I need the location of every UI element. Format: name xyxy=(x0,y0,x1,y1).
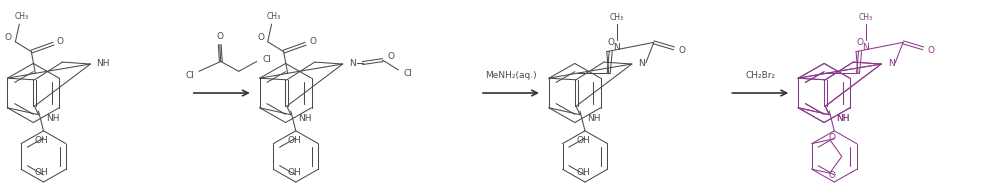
Text: OH: OH xyxy=(287,168,301,177)
Text: CH₂Br₂: CH₂Br₂ xyxy=(745,71,775,80)
Text: O: O xyxy=(828,133,835,142)
Text: O: O xyxy=(387,52,394,61)
Text: N: N xyxy=(863,43,869,52)
Text: OH: OH xyxy=(576,168,590,177)
Text: NH: NH xyxy=(298,114,312,123)
Text: NH: NH xyxy=(46,114,59,123)
Text: Cl: Cl xyxy=(262,55,271,64)
Text: N: N xyxy=(613,43,620,52)
Text: O: O xyxy=(828,171,835,180)
Text: CH₃: CH₃ xyxy=(267,12,281,21)
Text: O: O xyxy=(678,46,685,55)
Text: N: N xyxy=(349,59,356,68)
Text: NH: NH xyxy=(97,59,110,68)
Text: O: O xyxy=(257,33,264,42)
Text: CH₃: CH₃ xyxy=(610,13,624,22)
Text: OH: OH xyxy=(35,168,49,177)
Text: O: O xyxy=(309,37,316,46)
Text: CH₃: CH₃ xyxy=(859,13,873,22)
Text: N: N xyxy=(888,59,895,68)
Text: OH: OH xyxy=(287,136,301,145)
Text: NH: NH xyxy=(837,114,850,123)
Text: Cl: Cl xyxy=(403,69,412,78)
Text: O: O xyxy=(57,37,64,46)
Text: OH: OH xyxy=(576,136,590,145)
Text: N: N xyxy=(638,59,645,68)
Text: NH: NH xyxy=(837,114,850,123)
Text: O: O xyxy=(5,33,12,42)
Text: NH: NH xyxy=(587,114,601,123)
Text: O: O xyxy=(607,38,614,47)
Text: O: O xyxy=(928,46,935,55)
Text: O: O xyxy=(857,38,864,47)
Text: O: O xyxy=(216,32,223,41)
Text: CH₃: CH₃ xyxy=(14,12,28,21)
Text: Cl: Cl xyxy=(185,71,194,80)
Text: MeNH₂(aq.): MeNH₂(aq.) xyxy=(485,71,537,80)
Text: OH: OH xyxy=(35,136,49,145)
